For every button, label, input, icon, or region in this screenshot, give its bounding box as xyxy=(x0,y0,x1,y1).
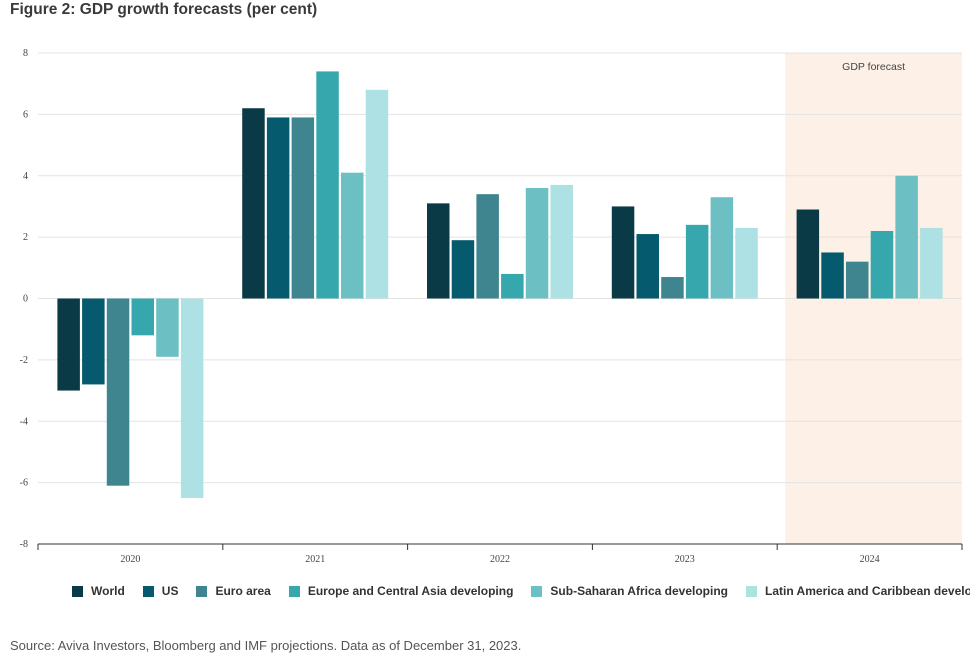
x-tick-label: 2021 xyxy=(305,554,325,565)
legend-swatch xyxy=(531,585,543,597)
bar xyxy=(685,224,709,299)
bar xyxy=(180,298,204,498)
legend-swatch xyxy=(288,585,300,597)
bar xyxy=(870,230,894,299)
bar xyxy=(920,227,943,299)
y-tick-label: -8 xyxy=(20,539,28,550)
bar xyxy=(846,261,869,299)
y-tick-label: -2 xyxy=(20,355,28,366)
bar xyxy=(550,184,573,299)
bar xyxy=(611,206,635,299)
y-tick-label: 8 xyxy=(23,48,28,59)
legend-swatch xyxy=(196,585,208,597)
y-tick-label: -6 xyxy=(20,478,28,489)
bar xyxy=(821,252,844,299)
y-tick-label: 2 xyxy=(23,232,28,243)
bar xyxy=(156,298,179,357)
bar xyxy=(796,209,820,299)
legend-label: US xyxy=(161,584,179,598)
x-tick-label: 2022 xyxy=(490,554,510,565)
legend: World US Euro area Europe and Central Asia … xyxy=(72,584,970,598)
bar xyxy=(82,298,105,385)
bar xyxy=(57,298,80,391)
legend-item: Europe and Central Asia developing xyxy=(288,584,514,598)
bar xyxy=(476,194,499,299)
bar xyxy=(525,188,549,299)
y-tick-label: -4 xyxy=(20,416,28,427)
bar xyxy=(895,175,918,299)
y-tick-label: 4 xyxy=(23,171,28,182)
y-tick-label: 6 xyxy=(23,109,28,120)
bar xyxy=(451,240,475,299)
bar xyxy=(427,203,450,299)
legend-swatch xyxy=(72,585,83,597)
bar xyxy=(242,108,265,299)
legend-label: Latin America and Caribbean developing xyxy=(765,584,970,598)
bar xyxy=(266,117,290,299)
forecast-annotation: GDP forecast xyxy=(842,61,905,73)
bar xyxy=(131,298,154,336)
chart-title: Figure 2: GDP growth forecasts (per cent… xyxy=(10,1,318,18)
bar xyxy=(365,89,389,299)
bar xyxy=(661,277,684,299)
source-note: Source: Aviva Investors, Bloomberg and I… xyxy=(10,638,522,653)
x-tick-label: 2024 xyxy=(860,554,880,565)
bar xyxy=(735,227,758,299)
bar xyxy=(501,273,524,299)
legend-label: World xyxy=(91,584,125,598)
legend-label: Sub-Saharan Africa developing xyxy=(550,584,728,598)
x-tick-label: 2023 xyxy=(675,554,695,565)
y-tick-label: 0 xyxy=(23,294,28,305)
bar xyxy=(636,234,659,299)
legend-label: Europe and Central Asia developing xyxy=(307,584,514,598)
legend-item: US xyxy=(142,584,179,598)
bar xyxy=(710,197,734,299)
legend-swatch xyxy=(142,585,154,597)
legend-item: Euro area xyxy=(196,584,271,598)
bar xyxy=(341,172,364,299)
legend-label: Euro area xyxy=(215,584,271,598)
x-tick-label: 2020 xyxy=(120,554,140,565)
bar xyxy=(316,71,339,299)
bar xyxy=(291,117,315,299)
legend-item: World xyxy=(72,584,125,598)
legend-item: Sub-Saharan Africa developing xyxy=(531,584,728,598)
bar-chart: GDP forecast 8 6 4 2 0 -2 -4 -6 -8 2020 2021 2022 20… xyxy=(20,48,963,565)
bar xyxy=(106,298,130,486)
legend-swatch xyxy=(746,585,757,597)
legend-item: Latin America and Caribbean developing xyxy=(746,584,970,598)
